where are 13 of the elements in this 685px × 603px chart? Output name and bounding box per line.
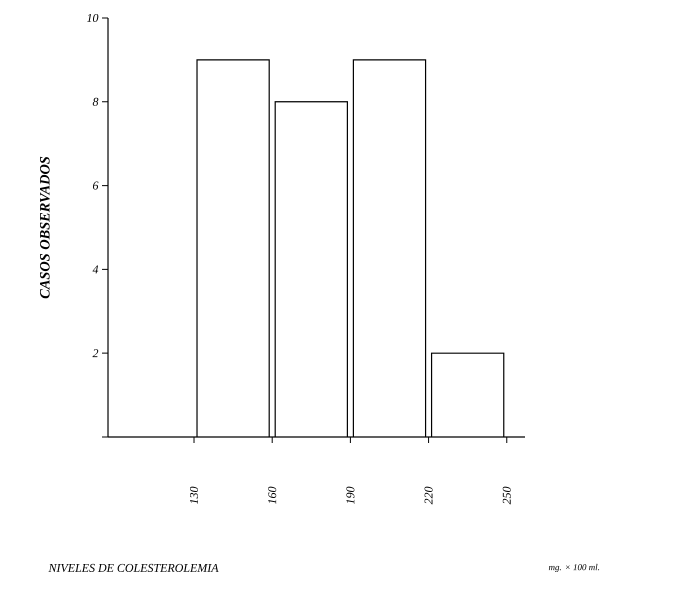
x-tick-label: 220	[424, 486, 433, 504]
text: mg. × 100 ml.	[548, 564, 600, 572]
x-axis-title: NIVELES DE COLESTEROLEMIA	[48, 564, 219, 572]
y-tick-label: 4	[92, 265, 98, 274]
x-tick-label: 160	[268, 486, 276, 504]
y-tick-label: 6	[92, 182, 98, 190]
y-tick-label: 8	[92, 98, 98, 106]
y-axis-title: CASOS OBSERVADOS	[40, 156, 50, 298]
x-tick-label: 130	[190, 486, 198, 504]
x-tick-label: 250	[502, 486, 511, 504]
y-tick-label: 2	[92, 349, 98, 358]
y-tick-label: 10	[86, 14, 98, 22]
x-tick-label: 190	[346, 486, 354, 504]
